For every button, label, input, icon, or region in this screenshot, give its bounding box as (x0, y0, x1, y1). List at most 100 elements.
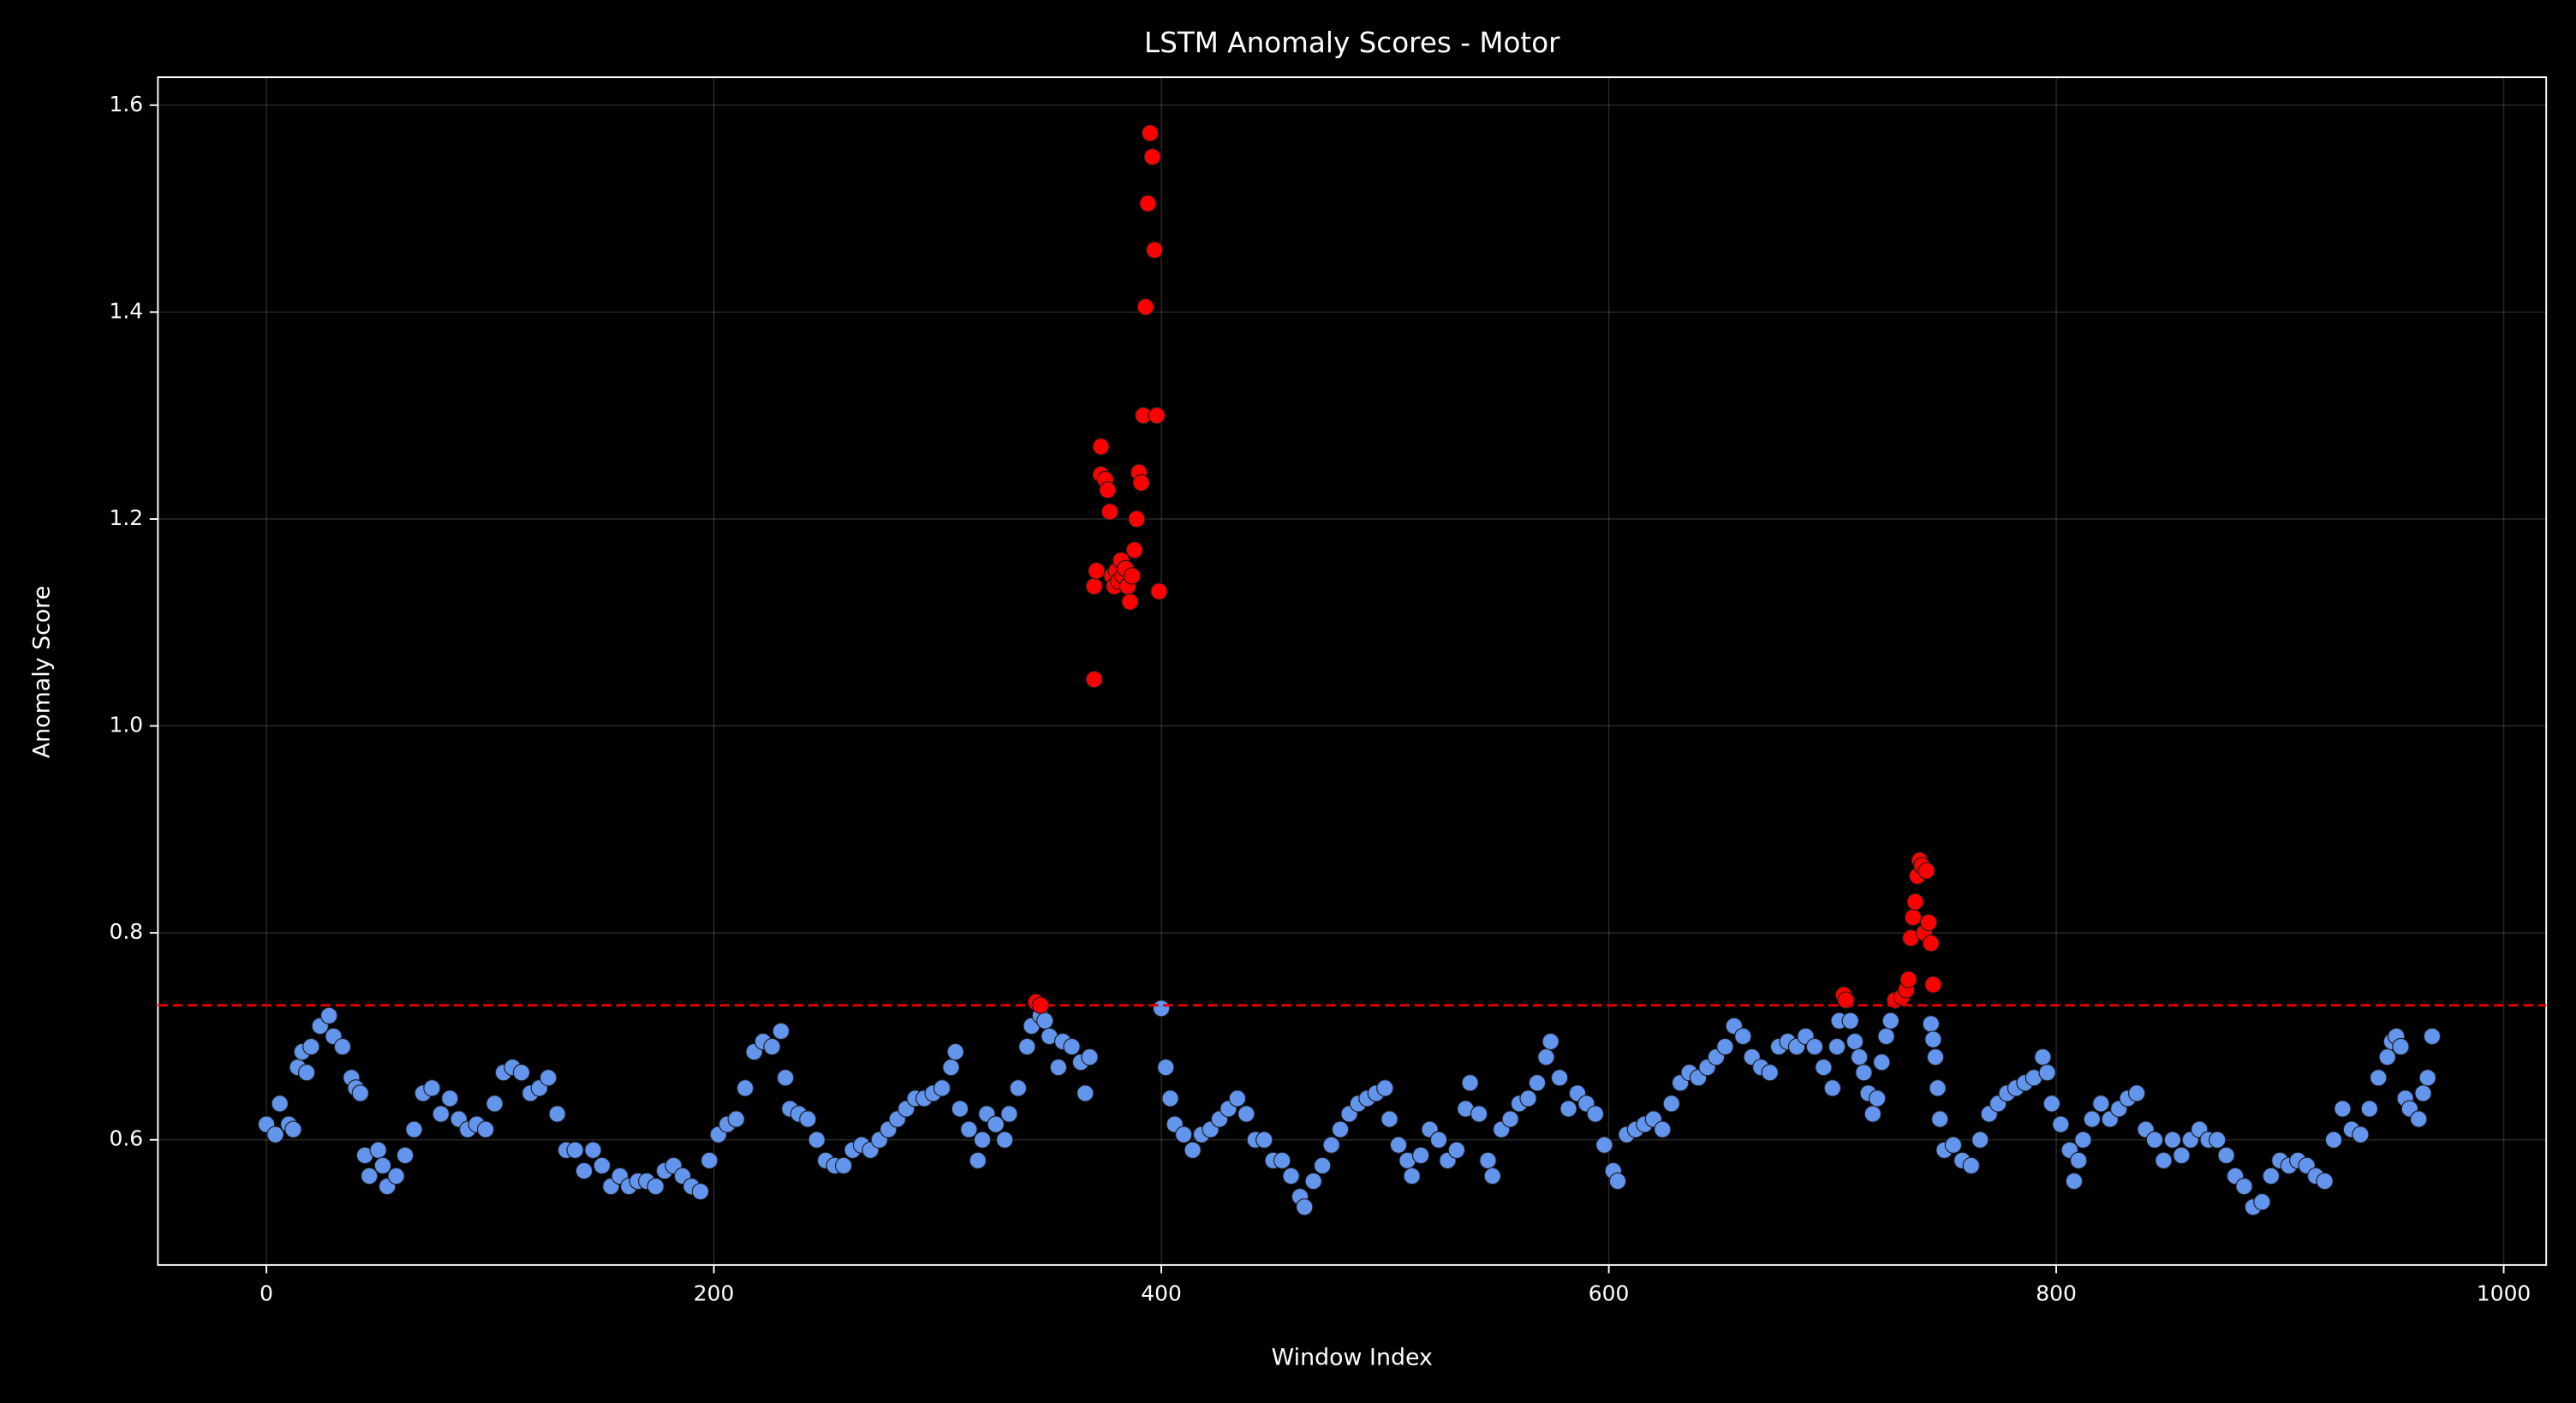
data-point (387, 1167, 405, 1185)
y-tick-label: 0.8 (109, 919, 143, 944)
data-point (808, 1131, 826, 1149)
data-point (1128, 510, 1146, 528)
data-point (2042, 1095, 2061, 1113)
data-point (799, 1110, 817, 1128)
data-point (1380, 1110, 1398, 1128)
data-point (1376, 1079, 1394, 1097)
data-point (1429, 1131, 1448, 1149)
data-point (1716, 1037, 1734, 1056)
data-point (1125, 541, 1143, 559)
data-point (1586, 1105, 1605, 1123)
data-point (1092, 438, 1110, 456)
data-point (1906, 893, 1924, 911)
data-point (1132, 474, 1150, 492)
data-point (2163, 1131, 2182, 1149)
data-point (1828, 1037, 1846, 1056)
data-point (1899, 970, 1917, 988)
data-point (405, 1120, 423, 1138)
data-point (1184, 1141, 1202, 1159)
x-tick-label: 1000 (2477, 1281, 2531, 1305)
data-point (763, 1037, 781, 1056)
data-point (1855, 1064, 1873, 1082)
data-point (1904, 908, 1923, 927)
data-point (1296, 1198, 1314, 1216)
data-point (1841, 1012, 1859, 1030)
data-point (2410, 1110, 2428, 1128)
data-point (593, 1156, 611, 1175)
data-point (2360, 1100, 2378, 1118)
data-point (942, 1058, 960, 1077)
data-point (1141, 124, 1160, 142)
data-point (1944, 1136, 1963, 1154)
data-point (969, 1151, 987, 1170)
data-point (1654, 1120, 1672, 1138)
data-point (1920, 913, 1938, 932)
data-point (1479, 1151, 1497, 1170)
data-point (2083, 1110, 2102, 1128)
data-point (2052, 1115, 2070, 1133)
data-point (302, 1037, 320, 1056)
data-point (1123, 567, 1142, 585)
data-point (2127, 1084, 2146, 1102)
data-point (266, 1125, 284, 1143)
data-point (1063, 1037, 1081, 1056)
data-point (1136, 298, 1154, 316)
data-point (647, 1177, 665, 1196)
data-point (987, 1115, 1005, 1133)
data-point (1868, 1090, 1887, 1107)
data-point (369, 1141, 387, 1159)
data-point (2155, 1151, 2173, 1170)
data-point (973, 1131, 992, 1149)
data-point (736, 1079, 754, 1097)
data-point (548, 1105, 566, 1123)
data-point (1924, 1030, 1942, 1048)
x-tick-label: 800 (2036, 1281, 2077, 1305)
data-point (1255, 1131, 1273, 1149)
data-point (284, 1120, 302, 1138)
data-point (1846, 1032, 1864, 1051)
data-point (1076, 1084, 1094, 1102)
chart-title: LSTM Anomaly Scores - Motor (1144, 27, 1560, 59)
y-tick-label: 1.0 (109, 713, 143, 737)
data-point (960, 1120, 978, 1138)
data-point (432, 1105, 450, 1123)
data-point (1282, 1167, 1300, 1185)
data-point (575, 1161, 593, 1180)
data-point (1537, 1048, 1555, 1066)
data-point (361, 1167, 379, 1185)
data-point (1519, 1090, 1537, 1107)
data-point (566, 1141, 584, 1159)
data-point (2034, 1048, 2052, 1066)
data-point (2418, 1069, 2436, 1087)
data-point (396, 1146, 414, 1165)
data-point (2392, 1037, 2410, 1056)
data-point (1228, 1090, 1247, 1107)
data-point (2038, 1064, 2056, 1082)
data-point (1917, 862, 1935, 880)
data-point (951, 1100, 969, 1118)
data-point (1962, 1156, 1980, 1175)
y-axis-label: Anomaly Score (29, 586, 56, 758)
data-point (271, 1095, 289, 1113)
data-point (512, 1064, 531, 1082)
data-point (834, 1156, 853, 1175)
x-tick-label: 400 (1141, 1281, 1182, 1305)
data-point (1528, 1074, 1547, 1092)
data-point (1929, 1079, 1947, 1097)
data-point (1881, 1012, 1899, 1030)
data-point (2324, 1131, 2343, 1149)
data-point (1000, 1105, 1018, 1123)
data-point (1322, 1136, 1340, 1154)
data-point (1150, 582, 1168, 600)
data-point (1389, 1136, 1408, 1154)
data-point (1559, 1100, 1577, 1118)
data-point (2173, 1146, 2191, 1165)
data-point (2217, 1146, 2235, 1165)
data-point (2414, 1084, 2432, 1102)
data-point (1099, 481, 1117, 499)
data-point (1662, 1095, 1680, 1113)
data-point (1823, 1079, 1841, 1097)
y-tick-label: 0.6 (109, 1126, 143, 1151)
data-point (1088, 562, 1106, 580)
